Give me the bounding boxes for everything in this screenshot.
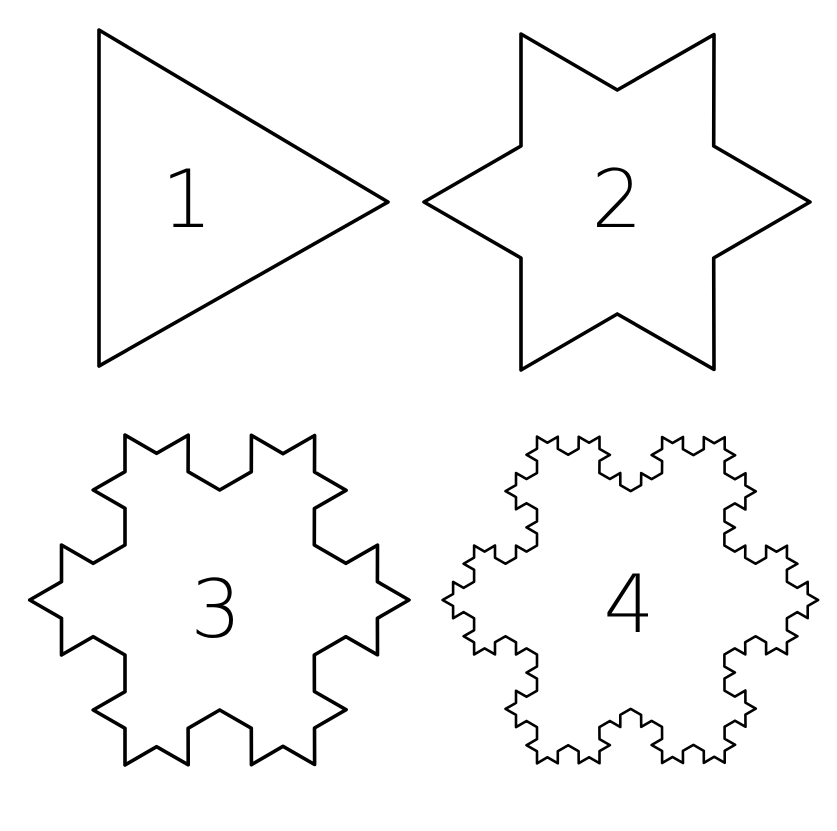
figure-label-2: 2 <box>591 153 643 246</box>
figure-label-3: 3 <box>190 563 242 656</box>
koch-figure-iteration-1 <box>97 28 390 368</box>
koch-figure-iteration-4 <box>441 435 820 765</box>
figure-label-4: 4 <box>603 558 655 651</box>
koch-figure-iteration-2 <box>422 32 812 372</box>
figure-label-1: 1 <box>161 153 213 246</box>
koch-figure-iteration-3 <box>27 433 411 767</box>
